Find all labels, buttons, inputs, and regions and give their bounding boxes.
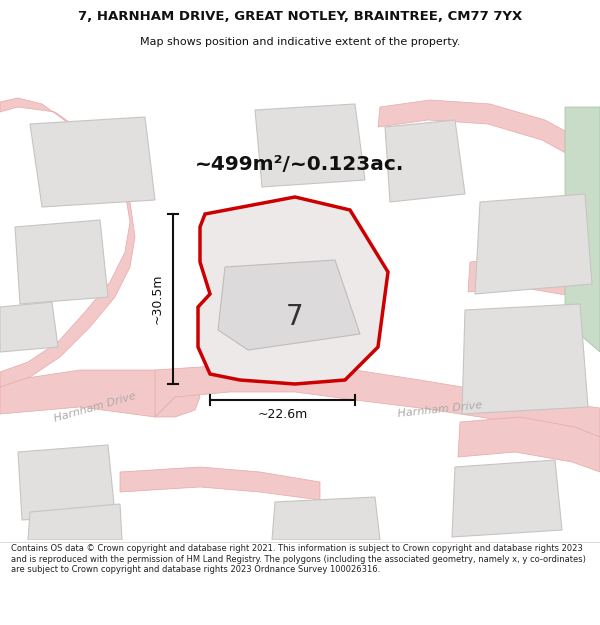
Text: ~499m²/~0.123ac.: ~499m²/~0.123ac.: [196, 154, 404, 174]
Polygon shape: [155, 364, 600, 437]
Polygon shape: [468, 257, 600, 307]
Polygon shape: [30, 117, 155, 207]
Polygon shape: [0, 98, 135, 387]
Polygon shape: [28, 504, 122, 540]
Text: ~22.6m: ~22.6m: [257, 408, 308, 421]
Polygon shape: [378, 100, 600, 177]
Polygon shape: [0, 302, 58, 352]
Text: 7: 7: [286, 303, 304, 331]
Polygon shape: [475, 194, 592, 294]
Polygon shape: [458, 417, 600, 472]
Polygon shape: [565, 107, 600, 352]
Polygon shape: [272, 497, 380, 540]
Text: Contains OS data © Crown copyright and database right 2021. This information is : Contains OS data © Crown copyright and d…: [11, 544, 586, 574]
Text: Map shows position and indicative extent of the property.: Map shows position and indicative extent…: [140, 38, 460, 48]
Text: Harnham Drive: Harnham Drive: [53, 391, 137, 424]
Text: 7, HARNHAM DRIVE, GREAT NOTLEY, BRAINTREE, CM77 7YX: 7, HARNHAM DRIVE, GREAT NOTLEY, BRAINTRE…: [78, 11, 522, 23]
Polygon shape: [385, 120, 465, 202]
Text: ~30.5m: ~30.5m: [151, 274, 163, 324]
Polygon shape: [120, 467, 320, 500]
Polygon shape: [18, 445, 115, 520]
Polygon shape: [462, 304, 588, 414]
Polygon shape: [0, 370, 200, 417]
Polygon shape: [255, 104, 365, 187]
Text: Harnham Drive: Harnham Drive: [397, 401, 483, 419]
Polygon shape: [452, 460, 562, 537]
Polygon shape: [218, 260, 360, 350]
Polygon shape: [15, 220, 108, 304]
Polygon shape: [198, 197, 388, 384]
